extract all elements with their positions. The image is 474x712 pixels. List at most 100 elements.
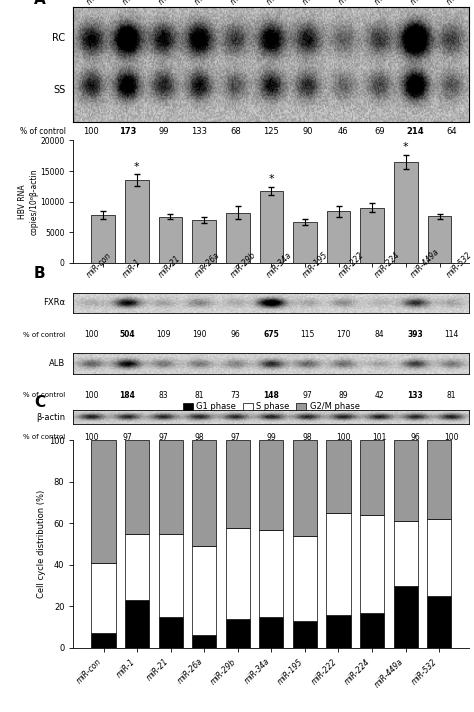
Text: A: A — [34, 0, 46, 7]
Bar — [159, 617, 183, 648]
Text: miR-532: miR-532 — [445, 251, 474, 280]
Bar — [125, 534, 149, 600]
Text: % of control: % of control — [19, 127, 65, 136]
Bar — [293, 441, 317, 536]
Text: 214: 214 — [407, 127, 424, 136]
Text: miR-449a: miR-449a — [409, 248, 441, 280]
Text: miR-1: miR-1 — [121, 258, 143, 280]
Bar — [260, 192, 283, 263]
Bar — [327, 614, 351, 648]
Text: miR-29b: miR-29b — [229, 0, 258, 6]
Bar — [91, 441, 116, 563]
Text: 97: 97 — [230, 433, 240, 441]
Bar — [360, 441, 384, 515]
Text: 90: 90 — [302, 127, 312, 136]
Bar — [226, 528, 250, 619]
Text: 84: 84 — [374, 330, 384, 339]
Text: miR-34a: miR-34a — [265, 0, 294, 6]
Bar — [327, 441, 351, 513]
Text: 83: 83 — [159, 391, 168, 400]
Text: % of control: % of control — [23, 434, 65, 440]
Text: 133: 133 — [191, 127, 208, 136]
Text: 100: 100 — [444, 433, 458, 441]
Text: 100: 100 — [83, 127, 100, 136]
Text: SS: SS — [53, 85, 65, 95]
Text: 97: 97 — [158, 433, 168, 441]
Text: 109: 109 — [156, 330, 171, 339]
Bar — [293, 536, 317, 621]
Text: 81: 81 — [195, 391, 204, 400]
Text: 69: 69 — [374, 127, 384, 136]
Bar — [393, 586, 418, 648]
Text: *: * — [403, 142, 409, 152]
Text: 114: 114 — [444, 330, 458, 339]
Text: % of control: % of control — [23, 332, 65, 337]
Text: 115: 115 — [300, 330, 315, 339]
Bar — [91, 215, 115, 263]
Bar — [125, 180, 149, 263]
Text: 125: 125 — [264, 127, 279, 136]
Text: 100: 100 — [84, 330, 99, 339]
Text: miR-224: miR-224 — [373, 0, 402, 6]
Text: 97: 97 — [302, 391, 312, 400]
Bar — [159, 441, 183, 534]
Bar — [159, 534, 183, 617]
Bar — [125, 600, 149, 648]
Text: 190: 190 — [192, 330, 207, 339]
Text: 100: 100 — [84, 391, 99, 400]
Text: miR-26a: miR-26a — [193, 0, 222, 6]
Text: 184: 184 — [119, 391, 136, 400]
Text: miR-con: miR-con — [85, 251, 114, 280]
Text: RC: RC — [53, 33, 65, 43]
Text: ALB: ALB — [49, 359, 65, 368]
Bar — [360, 515, 384, 612]
Text: miR-195: miR-195 — [301, 251, 330, 280]
Text: 68: 68 — [230, 127, 241, 136]
Text: miR-1: miR-1 — [121, 0, 143, 6]
Text: miR-222: miR-222 — [337, 0, 366, 6]
Text: 675: 675 — [264, 330, 279, 339]
Text: miR-26a: miR-26a — [193, 251, 222, 280]
Bar — [192, 636, 216, 648]
Bar — [91, 563, 116, 634]
Text: miR-21: miR-21 — [157, 254, 182, 280]
Text: 98: 98 — [302, 433, 312, 441]
Text: 393: 393 — [408, 330, 423, 339]
Bar — [394, 162, 418, 263]
Bar — [192, 546, 216, 636]
Text: *: * — [269, 174, 274, 184]
Text: miR-449a: miR-449a — [409, 0, 441, 6]
Bar — [360, 612, 384, 648]
Text: 96: 96 — [410, 433, 420, 441]
Text: miR-532: miR-532 — [445, 0, 474, 6]
Bar — [125, 441, 149, 534]
Text: *: * — [134, 162, 140, 172]
Bar — [259, 441, 283, 530]
Text: 97: 97 — [123, 433, 132, 441]
Bar — [226, 619, 250, 648]
Bar — [259, 617, 283, 648]
Text: 96: 96 — [230, 330, 240, 339]
Bar — [427, 519, 451, 596]
Text: miR-21: miR-21 — [157, 0, 182, 6]
Bar — [259, 530, 283, 617]
Text: B: B — [34, 266, 46, 281]
Text: 101: 101 — [372, 433, 386, 441]
Text: 98: 98 — [195, 433, 204, 441]
Text: miR-con: miR-con — [85, 0, 114, 6]
Bar — [159, 217, 182, 263]
Text: 64: 64 — [446, 127, 456, 136]
Bar — [293, 221, 317, 263]
Y-axis label: Cell cycle distribution (%): Cell cycle distribution (%) — [37, 490, 46, 598]
Text: 81: 81 — [447, 391, 456, 400]
Text: 170: 170 — [336, 330, 351, 339]
Text: FXRα: FXRα — [44, 298, 65, 308]
Text: 173: 173 — [119, 127, 136, 136]
Legend: G1 phase, S phase, G2/M phase: G1 phase, S phase, G2/M phase — [180, 399, 363, 414]
Text: β-actin: β-actin — [36, 412, 65, 422]
Bar — [226, 213, 249, 263]
Bar — [91, 634, 116, 648]
Bar — [427, 441, 451, 519]
Text: 46: 46 — [338, 127, 349, 136]
Bar — [192, 220, 216, 263]
